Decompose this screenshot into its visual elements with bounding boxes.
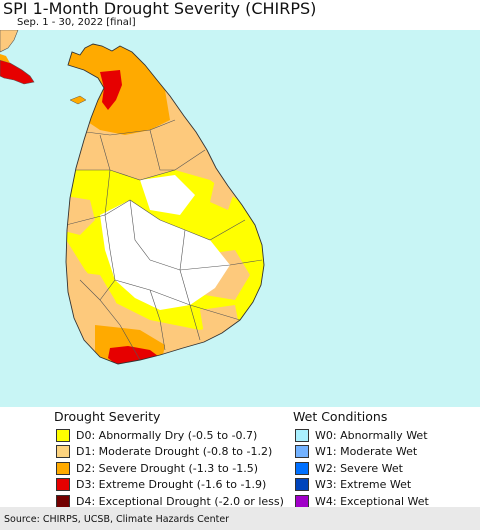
map-title: SPI 1-Month Drought Severity (CHIRPS)	[3, 0, 317, 18]
legend-label-w2: W2: Severe Wet	[315, 461, 403, 475]
south-extreme-zone	[108, 346, 158, 364]
drought-legend-heading: Drought Severity	[54, 409, 161, 424]
india-coast-severe	[0, 54, 10, 63]
legend-label-d0: D0: Abnormally Dry (-0.5 to -0.7)	[76, 428, 258, 442]
legend-label-w3: W3: Extreme Wet	[315, 478, 412, 492]
legend-label-w1: W1: Moderate Wet	[315, 445, 418, 459]
india-coast-extreme	[0, 59, 35, 85]
india-coast	[0, 30, 19, 53]
legend-swatch-d1	[56, 445, 70, 459]
island-outline	[65, 43, 265, 365]
legend-swatch-d0	[56, 428, 70, 442]
district-boundaries	[66, 119, 263, 361]
legend-item-w0: W0: Abnormally Wet	[295, 427, 429, 444]
legend-label-w0: W0: Abnormally Wet	[315, 428, 428, 442]
legend-item-d4: D4: Exceptional Drought (-2.0 or less)	[56, 493, 284, 510]
legend-swatch-d4	[56, 494, 70, 508]
legend-item-d2: D2: Severe Drought (-1.3 to -1.5)	[56, 460, 284, 477]
north-central-normal	[140, 175, 195, 215]
legend-item-w2: W2: Severe Wet	[295, 460, 429, 477]
map-subtitle: Sep. 1 - 30, 2022 [final]	[17, 17, 136, 28]
legend-item-d0: D0: Abnormally Dry (-0.5 to -0.7)	[56, 427, 284, 444]
wet-legend-heading: Wet Conditions	[293, 409, 388, 424]
legend-swatch-w0	[295, 428, 309, 442]
legend-label-d2: D2: Severe Drought (-1.3 to -1.5)	[76, 461, 259, 475]
drought-legend: D0: Abnormally Dry (-0.5 to -0.7) D1: Mo…	[56, 427, 284, 510]
northwest-extreme-zone	[100, 70, 122, 110]
legend-swatch-d3	[56, 478, 70, 492]
legend-label-d4: D4: Exceptional Drought (-2.0 or less)	[76, 494, 284, 508]
legend-item-w3: W3: Extreme Wet	[295, 477, 429, 494]
wet-legend: W0: Abnormally Wet W1: Moderate Wet W2: …	[295, 427, 429, 510]
source-footer: Source: CHIRPS, UCSB, Climate Hazards Ce…	[0, 507, 480, 530]
mannar-island	[69, 95, 87, 105]
legend-label-d3: D3: Extreme Drought (-1.6 to -1.9)	[76, 478, 267, 492]
legend-item-w4: W4: Exceptional Wet	[295, 493, 429, 510]
drought-map	[0, 30, 480, 407]
legend-label-d1: D1: Moderate Drought (-0.8 to -1.2)	[76, 445, 273, 459]
legend-swatch-w2	[295, 461, 309, 475]
legend-swatch-d2	[56, 461, 70, 475]
legend-label-w4: W4: Exceptional Wet	[315, 494, 429, 508]
legend-swatch-w4	[295, 494, 309, 508]
legend-item-d3: D3: Extreme Drought (-1.6 to -1.9)	[56, 477, 284, 494]
legend-swatch-w3	[295, 478, 309, 492]
legend-item-d1: D1: Moderate Drought (-0.8 to -1.2)	[56, 444, 284, 461]
legend-swatch-w1	[295, 445, 309, 459]
legend-item-w1: W1: Moderate Wet	[295, 444, 429, 461]
central-highlands-normal	[100, 200, 230, 310]
